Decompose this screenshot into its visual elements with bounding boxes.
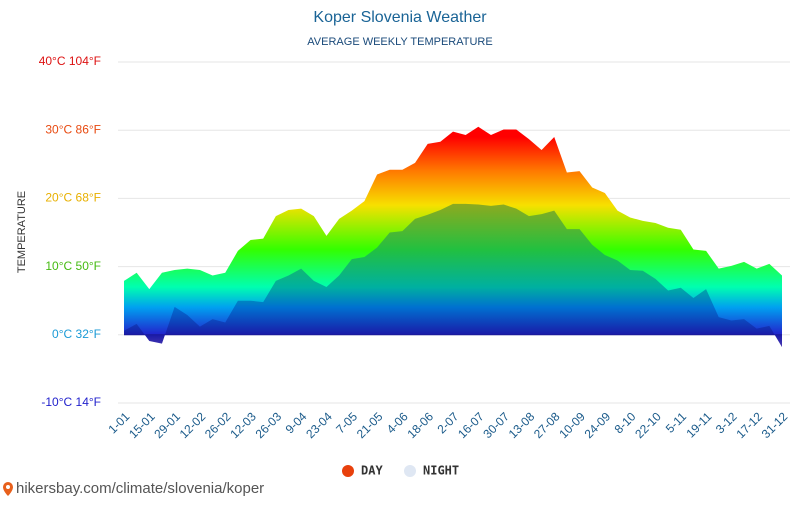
x-tick-label: 26-03 [253,409,285,441]
x-tick-label: 15-01 [126,409,158,441]
x-tick-label: 31-12 [759,409,791,441]
x-tick-label: 23-04 [303,409,335,441]
x-tick-label: 10-09 [556,409,588,441]
plot: -10°C 14°F 0°C 32°F 10°C 50°F 20°C 68°F 30°C… [39,54,791,441]
x-tick-label: 24-09 [582,409,614,441]
legend-label: DAY [361,464,383,478]
footer-url: hikersbay.com/climate/slovenia/koper [16,480,264,497]
x-tick-label: 29-01 [151,409,183,441]
legend-marker [404,465,416,477]
x-tick-label: 21-05 [354,409,386,441]
x-tick-label: 18-06 [404,409,436,441]
night-area [124,203,782,348]
y-axis-label: TEMPERATURE [16,191,28,273]
x-tick-label: 12-02 [177,409,209,441]
legend-label: NIGHT [423,464,459,478]
y-tick-label: 40°C 104°F [39,54,101,68]
chart-subtitle: AVERAGE WEEKLY TEMPERATURE [307,36,492,48]
x-tick-label: 12-03 [227,409,259,441]
x-tick-label: 27-08 [531,409,563,441]
x-tick-label: 16-07 [455,409,487,441]
chart-title: Koper Slovenia Weather [313,9,487,26]
x-tick-label: 30-07 [480,409,512,441]
y-tick-label: 20°C 68°F [45,191,101,205]
legend-marker [342,465,354,477]
x-tick-label: 26-02 [202,409,234,441]
x-tick-label: 22-10 [632,409,664,441]
y-tick-label: 10°C 50°F [45,259,101,273]
x-tick-label: 13-08 [506,409,538,441]
x-tick-label: 19-11 [683,409,714,440]
y-tick-label: 30°C 86°F [45,122,101,136]
y-tick-label: 0°C 32°F [52,327,101,341]
y-tick-label: -10°C 14°F [41,395,101,409]
x-tick-label: 17-12 [733,409,765,441]
footer-icon [3,482,13,496]
